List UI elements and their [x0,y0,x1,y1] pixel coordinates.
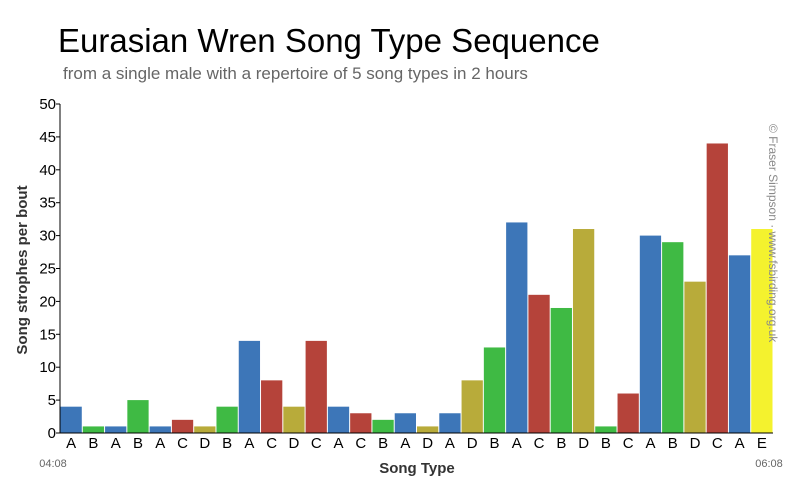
bar-15-B [372,419,394,433]
bar-29-D [684,281,706,433]
x-tick-label: B [556,435,566,452]
x-end-label: 06:08 [755,458,783,470]
bar-21-A [506,222,528,433]
x-tick-label: D [422,435,433,452]
x-axis-title: Song Type [379,460,455,477]
x-tick-label: B [222,435,232,452]
y-tick-label: 20 [39,293,56,310]
y-tick-label: 10 [39,359,56,376]
x-tick-label: C [311,435,322,452]
bar-25-B [595,426,617,433]
bar-1-A [60,406,82,433]
bar-7-D [194,426,216,433]
bar-20-B [483,347,506,433]
x-tick-label: A [66,435,76,452]
bar-30-C [706,143,728,434]
bar-31-A [728,255,751,433]
bar-13-A [327,406,350,433]
y-tick-label: 50 [39,96,56,113]
x-tick-label: A [400,435,410,452]
x-tick-label: C [534,435,545,452]
bar-11-D [283,406,305,433]
chart-title: Eurasian Wren Song Type Sequence [58,22,600,59]
y-axis-ticks: 0 5 10 15 20 25 30 35 40 45 50 [39,96,60,442]
bar-14-C [350,413,372,433]
x-tick-label: C [266,435,277,452]
y-tick-label: 35 [39,195,56,212]
y-tick-label: 15 [39,326,56,343]
bar-19-D [461,380,483,433]
x-tick-label: A [645,435,655,452]
bar-23-B [550,307,572,433]
credit-text: © Fraser Simpson · www.fsbirding.org.uk [766,124,780,343]
x-tick-label: B [133,435,143,452]
x-tick-label: D [199,435,210,452]
bar-12-C [305,340,327,433]
bars-group [60,143,773,434]
bar-5-A [149,426,171,433]
x-tick-label: A [735,435,745,452]
bar-18-A [439,413,461,433]
x-tick-label: C [623,435,634,452]
x-tick-label: D [467,435,478,452]
bar-24-D [572,229,595,433]
bar-27-A [639,235,662,433]
bar-9-A [238,340,261,433]
bar-28-B [662,242,684,433]
x-tick-label: B [378,435,388,452]
x-start-label: 04:08 [39,458,67,470]
bar-4-B [127,400,149,433]
y-axis-title: Song strophes per bout [14,185,31,354]
bar-26-C [617,393,639,433]
x-tick-label: A [244,435,254,452]
bar-22-C [528,294,550,433]
y-tick-label: 25 [39,261,56,278]
chart-subtitle: from a single male with a repertoire of … [63,64,528,83]
x-tick-label: C [355,435,366,452]
x-tick-label: C [177,435,188,452]
x-tick-label: A [111,435,121,452]
x-tick-label: C [712,435,723,452]
y-tick-label: 45 [39,129,56,146]
y-tick-label: 0 [48,425,56,442]
bar-10-C [261,380,283,433]
x-tick-label: B [88,435,98,452]
y-tick-label: 5 [48,392,56,409]
bar-17-D [417,426,439,433]
bar-32-E [751,229,773,433]
x-tick-label: B [601,435,611,452]
x-tick-label: E [757,435,767,452]
bar-2-B [82,426,105,433]
x-tick-label: B [489,435,499,452]
x-tick-label: A [512,435,522,452]
x-tick-label: A [334,435,344,452]
y-tick-label: 30 [39,228,56,245]
x-tick-label: A [155,435,165,452]
x-tick-label: A [445,435,455,452]
x-tick-label: D [578,435,589,452]
bar-16-A [394,413,416,433]
bar-8-B [216,406,238,433]
bar-3-A [105,426,127,433]
x-tick-label: D [690,435,701,452]
y-tick-label: 40 [39,162,56,179]
bar-6-C [171,419,194,433]
x-tick-label: D [289,435,300,452]
x-tick-label: B [668,435,678,452]
